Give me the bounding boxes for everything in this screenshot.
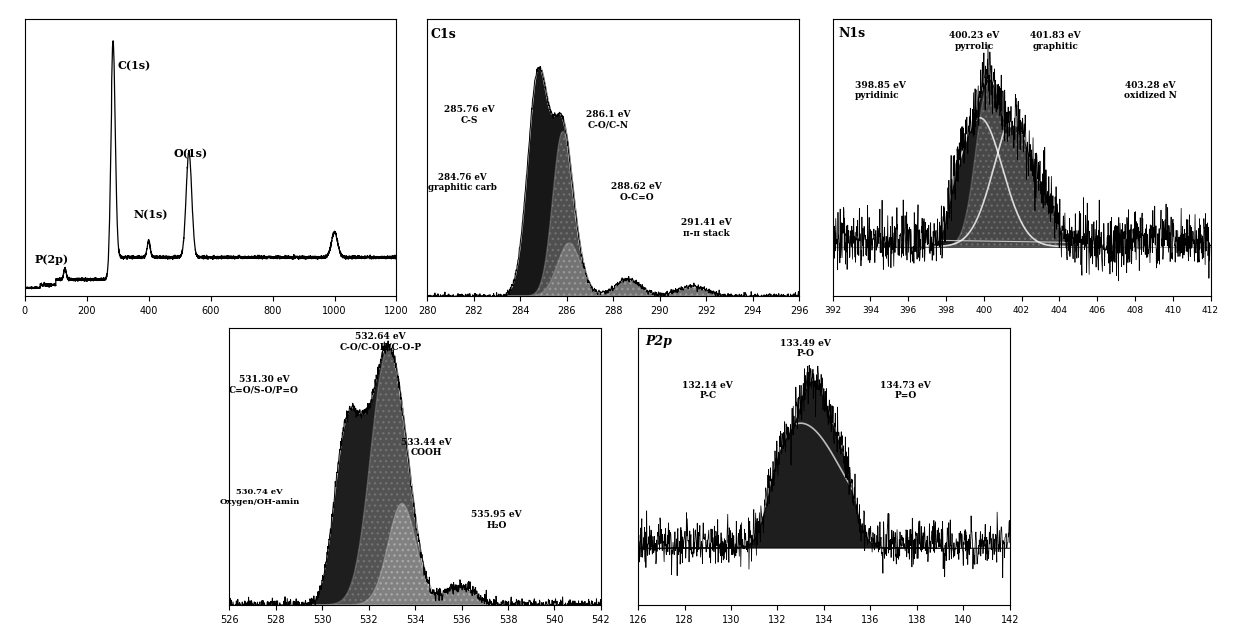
Text: 288.62 eV
O-C=O: 288.62 eV O-C=O — [611, 182, 662, 202]
Text: N1s: N1s — [839, 26, 865, 40]
Text: P(2p): P(2p) — [35, 254, 68, 265]
Text: 403.28 eV
oxidized N: 403.28 eV oxidized N — [1124, 81, 1177, 100]
Text: 285.76 eV
C-S: 285.76 eV C-S — [444, 105, 494, 125]
Text: 291.41 eV
π-π stack: 291.41 eV π-π stack — [681, 219, 731, 238]
Text: 533.44 eV
COOH: 533.44 eV COOH — [401, 438, 452, 457]
Text: N(1s): N(1s) — [134, 210, 167, 220]
Text: O(1s): O(1s) — [173, 149, 208, 159]
Text: P2p: P2p — [646, 335, 672, 348]
Text: 401.83 eV
graphitic: 401.83 eV graphitic — [1031, 32, 1080, 50]
Text: C(1s): C(1s) — [118, 60, 151, 71]
Text: 535.95 eV
H₂O: 535.95 eV H₂O — [471, 510, 522, 530]
Text: 532.64 eV
C-O/C-OH/C-O-P: 532.64 eV C-O/C-OH/C-O-P — [339, 332, 421, 352]
Text: 132.14 eV
P-C: 132.14 eV P-C — [683, 381, 733, 400]
Text: 400.23 eV
pyrrolic: 400.23 eV pyrrolic — [949, 32, 1000, 50]
Text: C1s: C1s — [431, 28, 457, 41]
Text: 398.85 eV
pyridinic: 398.85 eV pyridinic — [855, 81, 906, 100]
Text: 530.74 eV
Oxygen/OH-amin: 530.74 eV Oxygen/OH-amin — [219, 488, 300, 505]
Text: 531.30 eV
C=O/S-O/P=O: 531.30 eV C=O/S-O/P=O — [229, 375, 299, 394]
Text: 134.73 eV
P=O: 134.73 eV P=O — [880, 381, 930, 400]
Text: 286.1 eV
C-O/C-N: 286.1 eV C-O/C-N — [586, 110, 631, 129]
Text: 284.76 eV
graphitic carb: 284.76 eV graphitic carb — [427, 173, 497, 192]
Text: 133.49 eV
P-O: 133.49 eV P-O — [779, 339, 831, 358]
